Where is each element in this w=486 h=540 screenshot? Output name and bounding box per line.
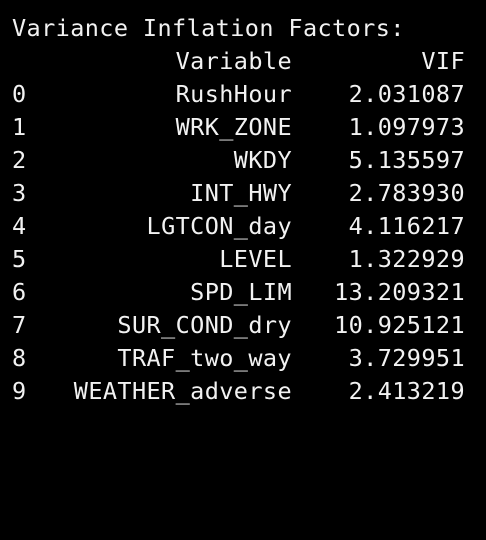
table-row: 0 RushHour 2.031087 [12,78,465,111]
row-index: 5 [12,245,27,273]
table-row: 7 SUR_COND_dry 10.925121 [12,309,465,342]
table-row: 9 WEATHER_adverse 2.413219 [12,375,465,408]
row-vif: 3.729951 [348,344,465,372]
column-header-vif: VIF [421,47,465,75]
table-row: 1 WRK_ZONE 1.097973 [12,111,465,144]
row-index: 1 [12,113,27,141]
table-header: Variable VIF [12,45,465,78]
row-vif: 1.097973 [348,113,465,141]
terminal-output: Variance Inflation Factors: Variable VIF… [12,14,465,408]
table-row: 5 LEVEL 1.322929 [12,243,465,276]
row-variable: INT_HWY [190,179,292,207]
row-index: 6 [12,278,27,306]
row-vif: 5.135597 [348,146,465,174]
table-row: 3 INT_HWY 2.783930 [12,177,465,210]
row-variable: TRAF_two_way [117,344,292,372]
row-vif: 13.209321 [334,278,465,306]
table-row: 4 LGTCON_day 4.116217 [12,210,465,243]
row-index: 7 [12,311,27,339]
row-vif: 4.116217 [348,212,465,240]
row-index: 9 [12,377,27,405]
row-vif: 2.031087 [348,80,465,108]
row-variable: SUR_COND_dry [117,311,292,339]
row-variable: SPD_LIM [190,278,292,306]
table-row: 6 SPD_LIM 13.209321 [12,276,465,309]
row-vif: 10.925121 [334,311,465,339]
row-index: 4 [12,212,27,240]
table-row: 8 TRAF_two_way 3.729951 [12,342,465,375]
row-variable: LEVEL [219,245,292,273]
row-variable: RushHour [175,80,292,108]
column-header-variable: Variable [175,47,292,75]
row-variable: WKDY [233,146,292,174]
output-title: Variance Inflation Factors: [12,14,405,42]
row-vif: 1.322929 [348,245,465,273]
table-row: 2 WKDY 5.135597 [12,144,465,177]
row-index: 3 [12,179,27,207]
row-variable: WEATHER_adverse [73,377,292,405]
row-variable: LGTCON_day [146,212,292,240]
row-index: 8 [12,344,27,372]
row-vif: 2.783930 [348,179,465,207]
row-index: 0 [12,80,27,108]
row-vif: 2.413219 [348,377,465,405]
row-variable: WRK_ZONE [175,113,292,141]
row-index: 2 [12,146,27,174]
